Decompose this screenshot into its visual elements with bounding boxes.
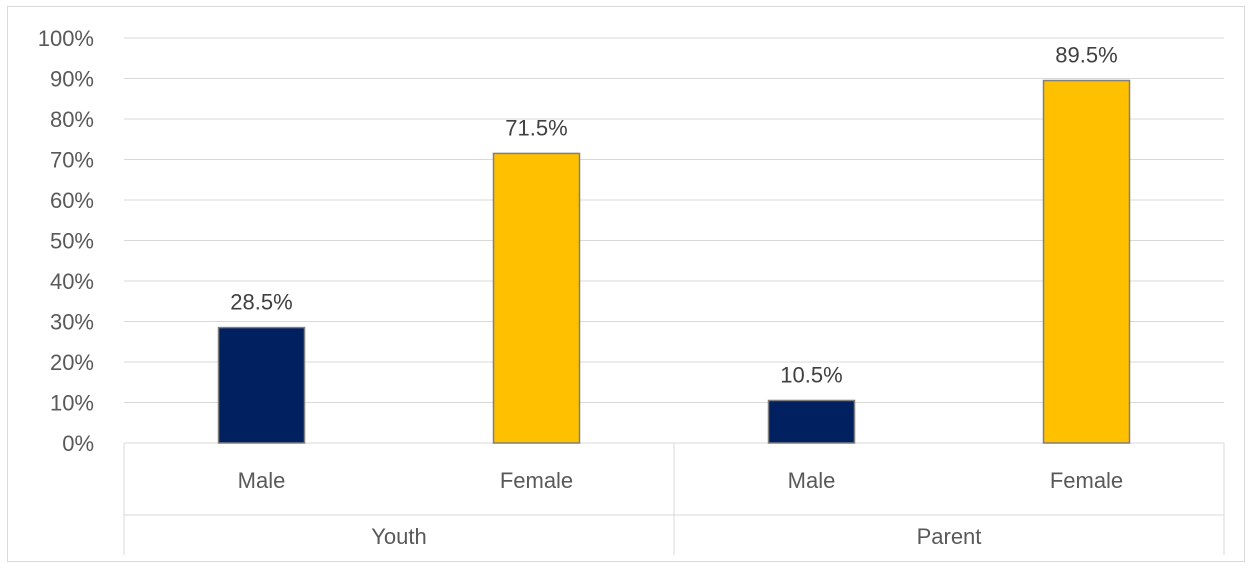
y-tick-label: 90% — [50, 67, 94, 92]
x-group-label: Parent — [917, 524, 982, 549]
x-category-label: Female — [500, 468, 573, 493]
y-tick-label: 10% — [50, 391, 94, 416]
x-category-label: Female — [1050, 468, 1123, 493]
data-label: 10.5% — [780, 362, 842, 387]
y-tick-label: 0% — [62, 431, 94, 456]
data-label: 89.5% — [1055, 43, 1117, 68]
y-tick-label: 80% — [50, 107, 94, 132]
y-tick-label: 50% — [50, 229, 94, 254]
data-label: 28.5% — [230, 290, 292, 315]
y-tick-label: 100% — [38, 26, 94, 51]
y-tick-label: 60% — [50, 188, 94, 213]
y-tick-label: 40% — [50, 269, 94, 294]
y-tick-label: 20% — [50, 350, 94, 375]
y-tick-label: 30% — [50, 310, 94, 335]
bar — [1042, 79, 1131, 444]
x-category-label: Male — [788, 468, 836, 493]
bar — [492, 152, 581, 444]
bar — [217, 326, 306, 444]
bar — [767, 399, 856, 444]
x-group-label: Youth — [371, 524, 426, 549]
y-tick-label: 70% — [50, 148, 94, 173]
x-category-label: Male — [238, 468, 286, 493]
chart-area — [7, 6, 1245, 562]
data-label: 71.5% — [505, 115, 567, 140]
